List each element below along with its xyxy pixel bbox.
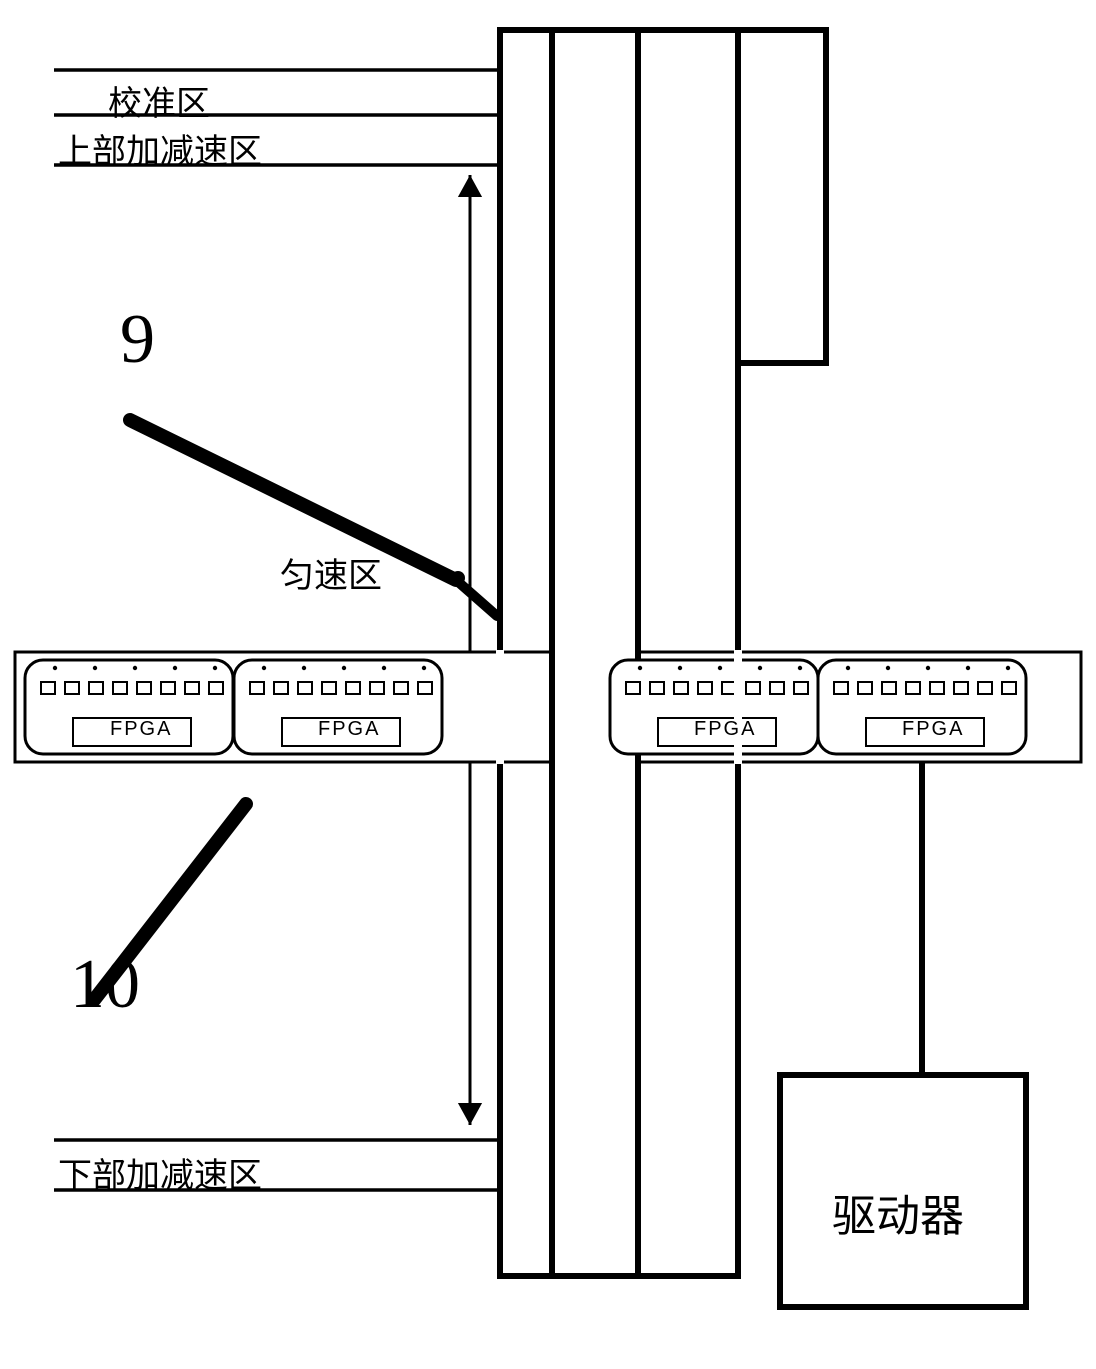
constant-speed-zone-label: 匀速区	[280, 548, 382, 597]
fpga-label-1: FPGA	[110, 718, 172, 741]
lower-accel-zone-label: 下部加减速区	[58, 1148, 262, 1197]
fpga-label-2: FPGA	[318, 718, 380, 741]
upper-accel-zone-label: 上部加减速区	[58, 124, 262, 173]
ref-9-label: 9	[120, 300, 155, 380]
calibration-zone-label: 校准区	[108, 76, 210, 125]
ref-10-label: 10	[70, 945, 140, 1025]
fpga-label-3: FPGA	[694, 718, 756, 741]
driver-box-label: 驱动器	[832, 1180, 964, 1244]
fpga-label-4: FPGA	[902, 718, 964, 741]
